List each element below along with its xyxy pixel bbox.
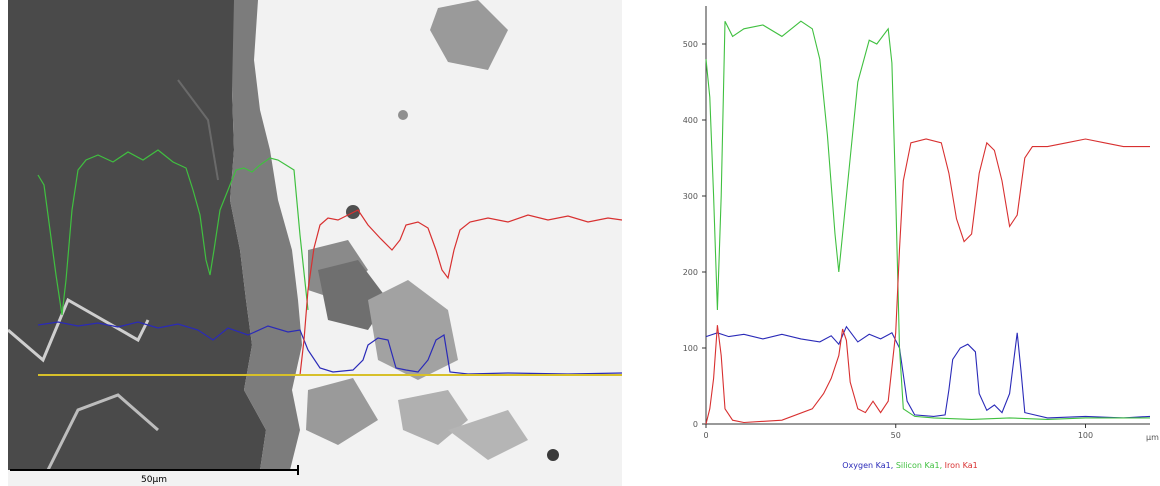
line-scan-chart: 0 100 200 300 400 500 0 50 100 µm Oxygen Ka1, Si… bbox=[683, 6, 1159, 470]
legend-entry: Iron Ka1 bbox=[945, 461, 978, 470]
y-tick-label: 200 bbox=[683, 268, 698, 277]
sem-crack bbox=[46, 393, 159, 471]
y-tick-label: 100 bbox=[683, 344, 698, 353]
sem-inclusion bbox=[547, 449, 559, 461]
sem-micrograph: 50µm bbox=[8, 0, 622, 486]
sem-interface-zone bbox=[230, 0, 302, 470]
y-tick-label: 300 bbox=[683, 192, 698, 201]
y-tick-label: 500 bbox=[683, 40, 698, 49]
y-tick-label: 400 bbox=[683, 116, 698, 125]
sem-inclusion bbox=[368, 280, 458, 380]
series-line-iron-ka1 bbox=[705, 138, 1150, 425]
chart-axes: 0 100 200 300 400 500 0 50 100 bbox=[683, 6, 1150, 440]
x-tick-label: 50 bbox=[891, 431, 901, 440]
sem-inclusion bbox=[448, 410, 528, 460]
x-tick-label: 100 bbox=[1078, 431, 1093, 440]
series-line-silicon-ka1 bbox=[705, 20, 1150, 420]
sem-crack bbox=[8, 297, 150, 363]
legend-entry: Oxygen Ka1, bbox=[842, 461, 896, 470]
chart-legend: Oxygen Ka1, Silicon Ka1, Iron Ka1 bbox=[842, 461, 977, 470]
legend-entry: Silicon Ka1, bbox=[896, 461, 945, 470]
scale-bar-label: 50µm bbox=[141, 475, 167, 485]
x-tick-label: 0 bbox=[703, 431, 708, 440]
sem-inclusion bbox=[398, 110, 408, 120]
x-axis-unit: µm bbox=[1146, 433, 1159, 442]
sem-inclusion bbox=[306, 378, 378, 445]
sem-profile-oxygen bbox=[37, 321, 622, 375]
sem-crack bbox=[177, 79, 219, 181]
series-line-oxygen-ka1 bbox=[705, 325, 1151, 419]
sem-dark-phase bbox=[8, 0, 266, 470]
y-tick-label: 0 bbox=[693, 420, 698, 429]
sem-profile-iron bbox=[299, 209, 622, 376]
chart-series bbox=[705, 20, 1151, 425]
sem-profile-silicon bbox=[37, 149, 309, 316]
sem-inclusion bbox=[430, 0, 508, 70]
